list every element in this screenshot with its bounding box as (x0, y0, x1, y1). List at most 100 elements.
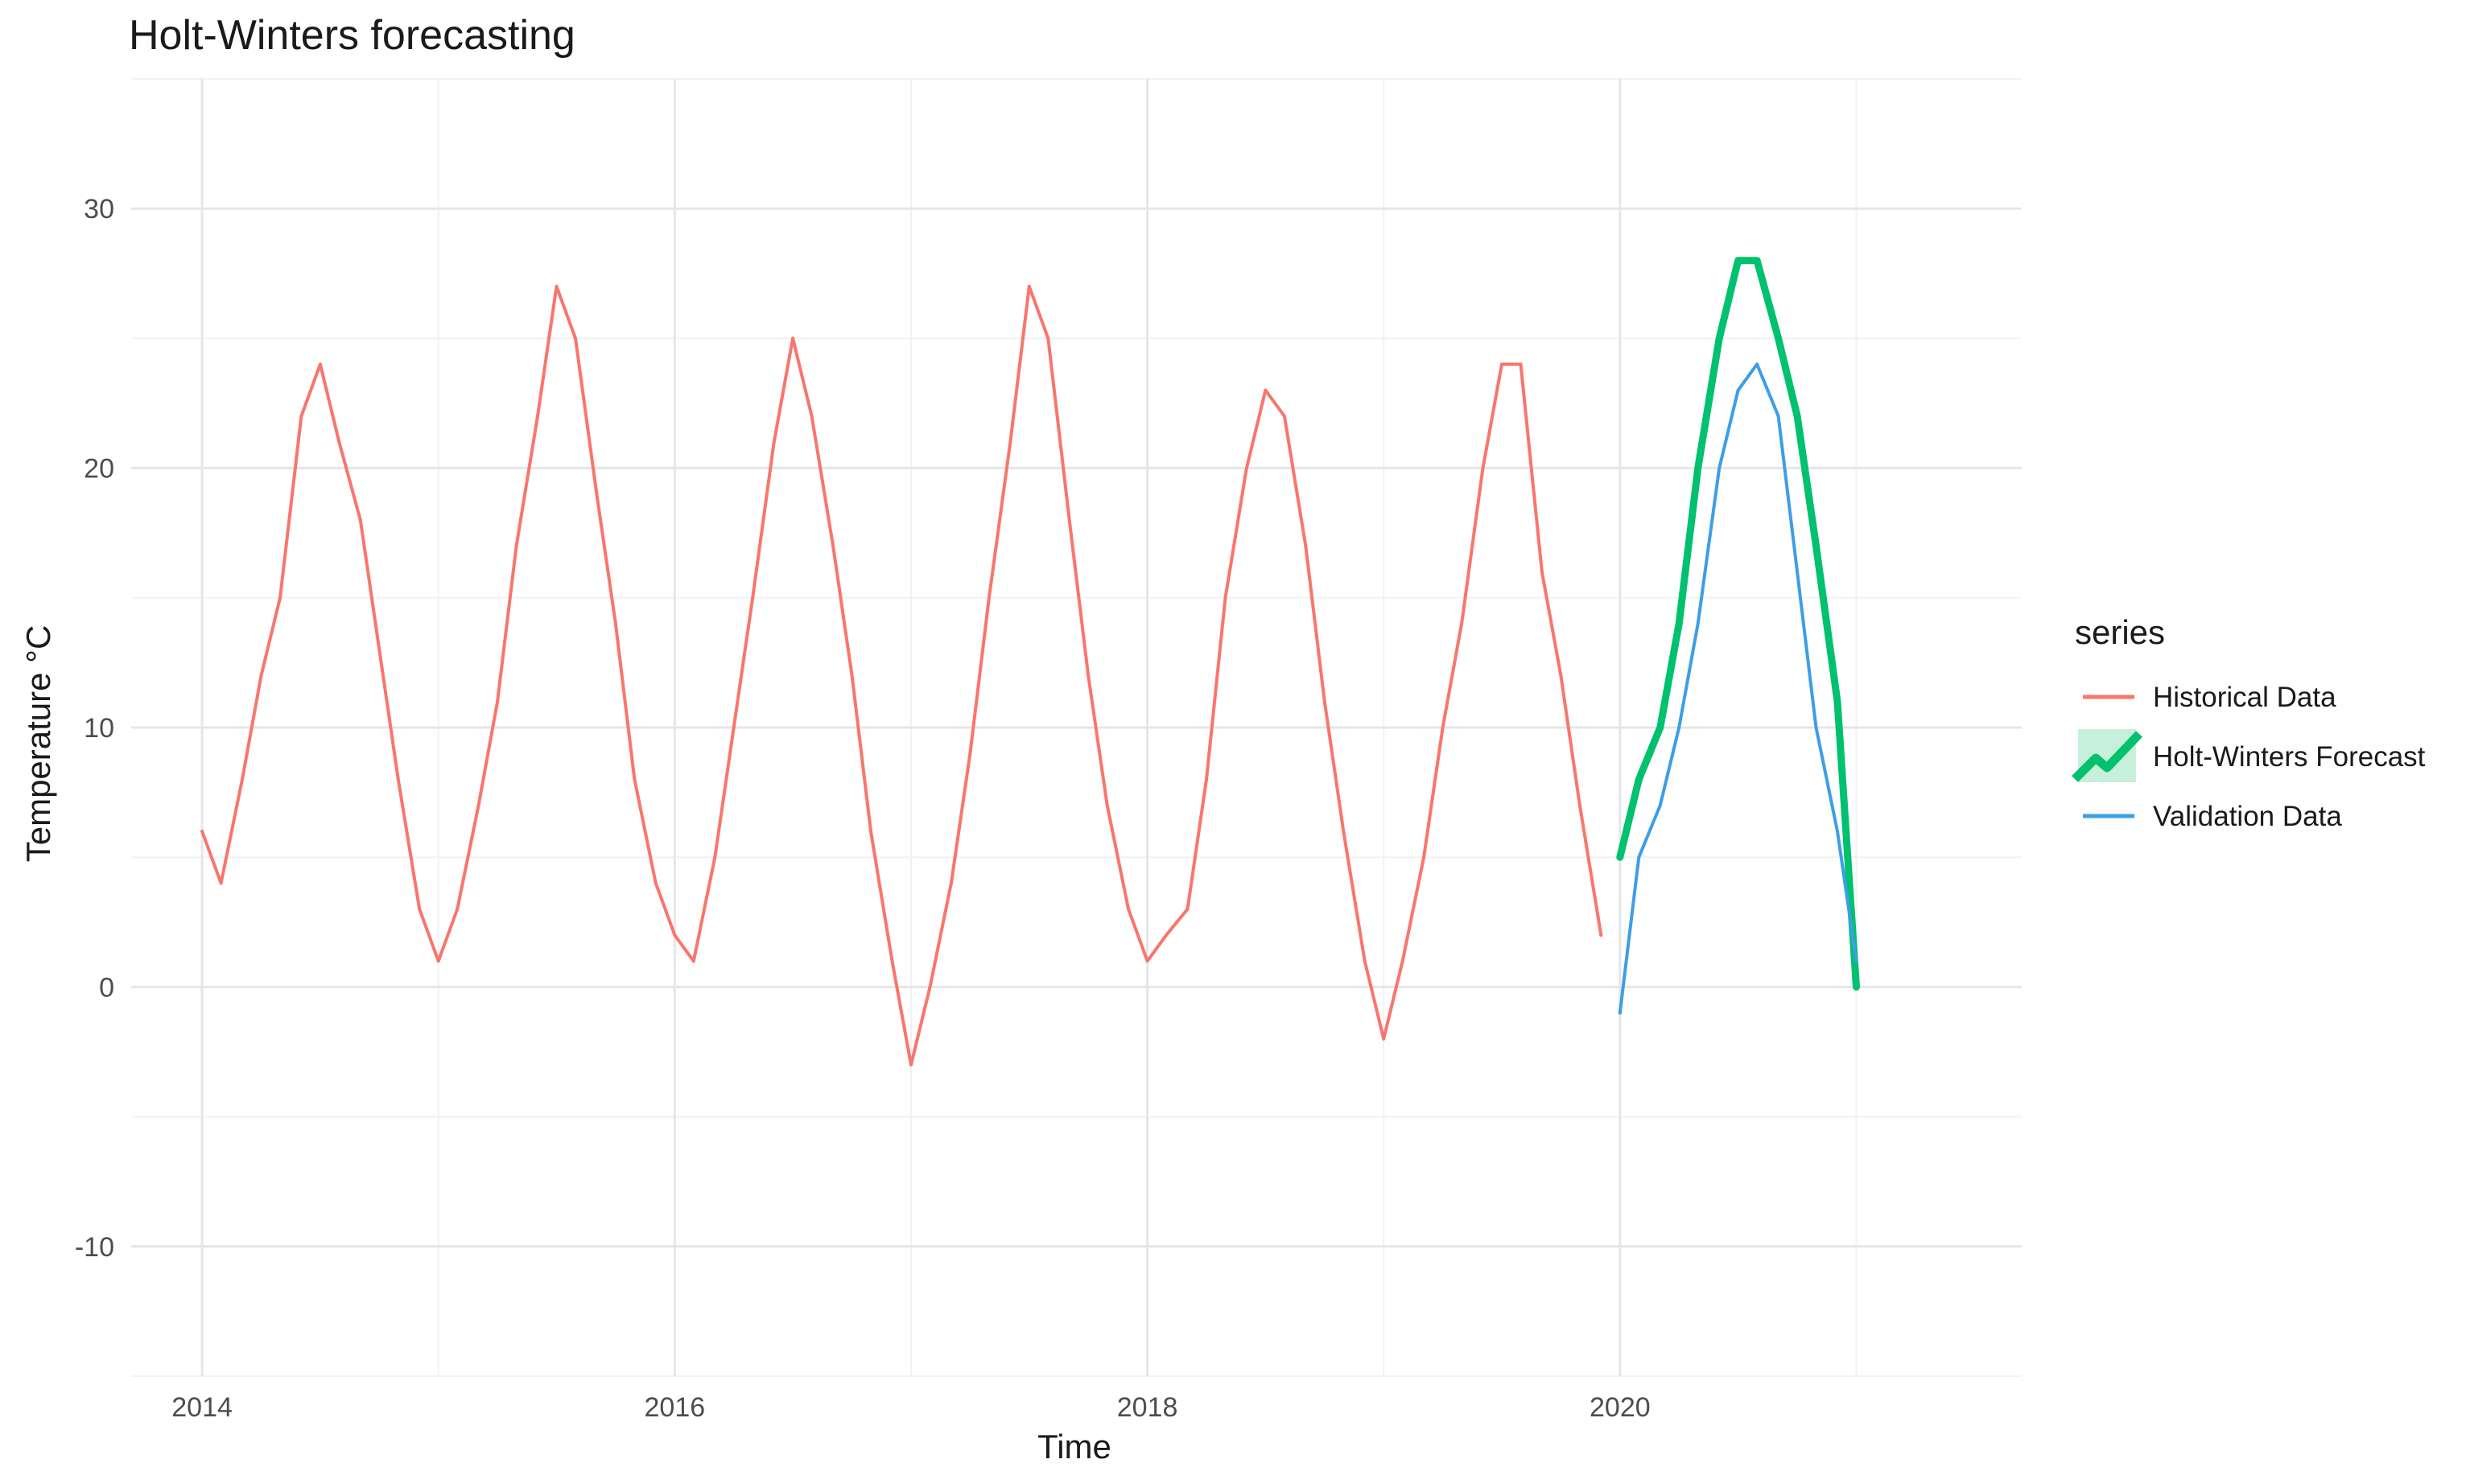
y-tick-label: -10 (75, 1232, 114, 1263)
data-point-historical-data (574, 336, 578, 340)
chart-title: Holt-Winters forecasting (129, 12, 575, 59)
data-point-historical-data (1223, 596, 1227, 600)
data-point-historical-data (241, 777, 245, 781)
data-point-historical-data (673, 933, 677, 937)
data-point-historical-data (1500, 362, 1504, 366)
data-point-historical-data (987, 596, 991, 600)
data-point-historical-data (396, 777, 400, 781)
data-point-holt-winters-forecast (1854, 985, 1858, 989)
data-point-validation-data (1618, 1011, 1622, 1015)
data-point-validation-data (1736, 388, 1740, 392)
data-point-holt-winters-forecast (1618, 855, 1622, 859)
x-tick-label: 2016 (645, 1392, 706, 1423)
data-point-historical-data (1264, 388, 1268, 392)
data-point-historical-data (1145, 959, 1149, 963)
data-point-historical-data (1087, 674, 1091, 678)
data-point-historical-data (1105, 803, 1109, 807)
data-point-holt-winters-forecast (1796, 414, 1800, 418)
data-point-historical-data (810, 414, 814, 418)
data-point-validation-data (1755, 362, 1759, 366)
data-point-historical-data (1519, 362, 1523, 366)
data-point-validation-data (1658, 803, 1662, 807)
data-point-validation-data (1637, 855, 1641, 859)
y-tick-label: 30 (84, 194, 114, 225)
y-axis-ticks: -10 0 10 20 30 (75, 194, 114, 1263)
series-layer (200, 257, 1860, 1067)
y-tick-label: 20 (84, 454, 114, 484)
data-point-historical-data (595, 492, 599, 496)
data-point-historical-data (1342, 829, 1346, 833)
legend-key-forecast-bg (2078, 729, 2136, 782)
data-point-validation-data (1776, 414, 1780, 418)
data-point-historical-data (1599, 933, 1603, 937)
data-point-historical-data (1382, 1037, 1386, 1041)
data-point-historical-data (278, 596, 282, 600)
data-point-historical-data (831, 544, 835, 548)
x-tick-label: 2014 (171, 1392, 233, 1423)
data-point-holt-winters-forecast (1755, 258, 1759, 262)
data-point-historical-data (633, 777, 637, 781)
legend-title: series (2075, 613, 2165, 651)
data-point-historical-data (949, 881, 953, 885)
data-point-historical-data (1460, 622, 1464, 626)
legend-item-validation: Validation Data (2083, 801, 2342, 832)
data-point-holt-winters-forecast (1637, 777, 1641, 781)
data-point-historical-data (496, 699, 500, 703)
y-tick-label: 10 (84, 713, 114, 744)
data-point-historical-data (418, 907, 422, 911)
series-line-validation-data (1618, 362, 1858, 1015)
data-point-historical-data (555, 284, 559, 288)
data-point-historical-data (1577, 803, 1581, 807)
data-point-historical-data (318, 362, 322, 366)
x-tick-label: 2018 (1117, 1392, 1178, 1423)
data-point-historical-data (850, 674, 854, 678)
data-point-historical-data (1282, 414, 1286, 418)
data-point-historical-data (259, 674, 263, 678)
data-point-historical-data (1481, 466, 1485, 470)
data-point-historical-data (1067, 518, 1071, 522)
data-point-historical-data (436, 959, 440, 963)
data-point-historical-data (1540, 570, 1544, 574)
data-point-historical-data (476, 803, 480, 807)
data-point-historical-data (358, 518, 362, 522)
data-point-historical-data (732, 726, 736, 729)
data-point-historical-data (968, 752, 972, 756)
legend-label-forecast: Holt-Winters Forecast (2153, 741, 2426, 773)
data-point-historical-data (890, 959, 894, 963)
data-point-historical-data (1046, 336, 1050, 340)
data-point-historical-data (456, 907, 460, 911)
data-point-historical-data (337, 440, 341, 444)
data-point-holt-winters-forecast (1717, 336, 1722, 340)
data-point-historical-data (1559, 674, 1563, 678)
data-point-holt-winters-forecast (1658, 726, 1662, 729)
data-point-historical-data (791, 336, 795, 340)
data-point-validation-data (1796, 570, 1800, 574)
grid-major (131, 79, 2022, 1376)
data-point-historical-data (1165, 933, 1169, 937)
data-point-historical-data (713, 855, 717, 859)
data-point-historical-data (1127, 907, 1131, 911)
data-point-historical-data (1186, 907, 1190, 911)
data-point-historical-data (751, 596, 755, 600)
x-axis-label: Time (1037, 1428, 1111, 1465)
data-point-holt-winters-forecast (1814, 544, 1818, 548)
data-point-historical-data (1204, 777, 1208, 781)
legend: series Historical Data Holt-Winters Fore… (2072, 613, 2426, 832)
data-point-validation-data (1677, 726, 1681, 729)
data-point-validation-data (1696, 622, 1700, 626)
series-line-holt-winters-forecast (1616, 257, 1860, 991)
x-axis-ticks: 2014 2016 2018 2020 (171, 1392, 1650, 1423)
data-point-historical-data (219, 881, 223, 885)
data-point-historical-data (928, 985, 932, 989)
data-point-holt-winters-forecast (1835, 699, 1839, 703)
data-point-historical-data (1008, 440, 1012, 444)
data-point-historical-data (1304, 544, 1308, 548)
data-point-historical-data (377, 648, 381, 652)
data-point-historical-data (514, 544, 518, 548)
legend-item-historical: Historical Data (2083, 682, 2336, 713)
data-point-holt-winters-forecast (1696, 466, 1700, 470)
y-axis-label: Temperature °C (19, 625, 57, 863)
legend-label-historical: Historical Data (2153, 682, 2336, 713)
data-point-historical-data (909, 1063, 913, 1067)
